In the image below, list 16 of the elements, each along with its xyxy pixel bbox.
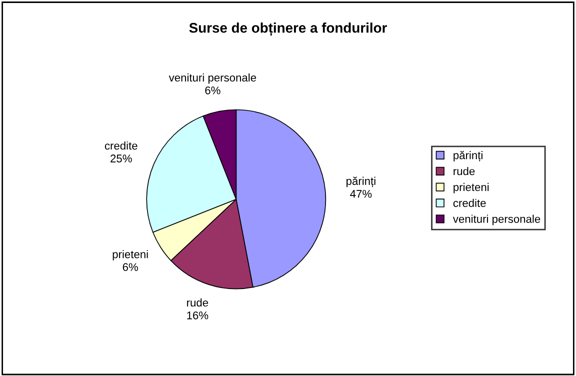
slice-label: prieteni <box>112 250 148 260</box>
data-label: 47% <box>350 190 372 198</box>
data-label: 16% <box>187 311 208 320</box>
data-label: 25% <box>110 154 132 162</box>
legend-label: prieteni <box>454 182 489 194</box>
slice-label: venituri personale <box>168 73 256 84</box>
slice-label: părinți <box>346 176 376 188</box>
slice-label: credite <box>104 141 138 150</box>
data-label: 6% <box>205 86 220 94</box>
legend-label: venituri personale <box>452 214 540 226</box>
data-label: 6% <box>122 263 138 272</box>
slice-label: rude <box>187 298 208 307</box>
legend-label: rude <box>454 167 475 176</box>
legend-label: credite <box>453 198 486 207</box>
chart-title: Surse de obținere a fondurilor <box>189 22 387 36</box>
legend-label: părinți <box>454 150 482 162</box>
